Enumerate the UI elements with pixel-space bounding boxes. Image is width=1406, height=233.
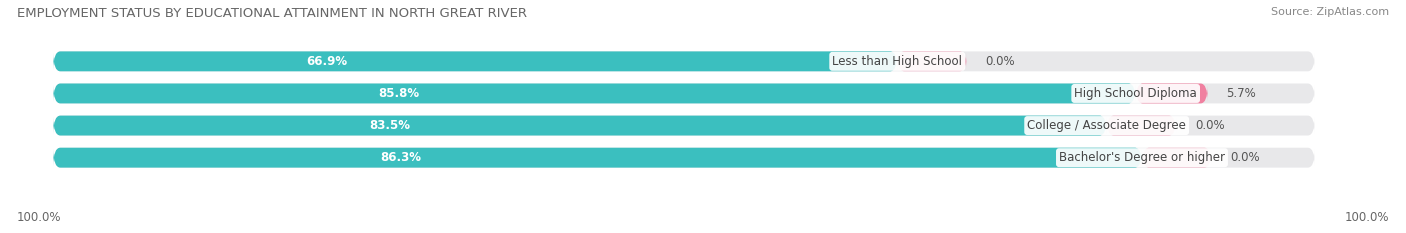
Text: 100.0%: 100.0% bbox=[17, 211, 62, 224]
Text: 66.9%: 66.9% bbox=[307, 55, 347, 68]
Text: High School Diploma: High School Diploma bbox=[1074, 87, 1197, 100]
Text: EMPLOYMENT STATUS BY EDUCATIONAL ATTAINMENT IN NORTH GREAT RIVER: EMPLOYMENT STATUS BY EDUCATIONAL ATTAINM… bbox=[17, 7, 527, 20]
FancyBboxPatch shape bbox=[1142, 148, 1212, 168]
FancyBboxPatch shape bbox=[53, 51, 897, 71]
Text: 0.0%: 0.0% bbox=[1195, 119, 1225, 132]
FancyBboxPatch shape bbox=[1136, 83, 1208, 103]
FancyBboxPatch shape bbox=[53, 116, 1315, 136]
FancyBboxPatch shape bbox=[897, 51, 967, 71]
Text: Bachelor's Degree or higher: Bachelor's Degree or higher bbox=[1059, 151, 1225, 164]
Text: 100.0%: 100.0% bbox=[1344, 211, 1389, 224]
Text: Less than High School: Less than High School bbox=[832, 55, 962, 68]
FancyBboxPatch shape bbox=[53, 116, 1107, 136]
Text: 5.7%: 5.7% bbox=[1226, 87, 1256, 100]
Legend: In Labor Force, Unemployed: In Labor Force, Unemployed bbox=[591, 229, 815, 233]
Text: 0.0%: 0.0% bbox=[1230, 151, 1260, 164]
Text: 86.3%: 86.3% bbox=[380, 151, 420, 164]
Text: Source: ZipAtlas.com: Source: ZipAtlas.com bbox=[1271, 7, 1389, 17]
FancyBboxPatch shape bbox=[1107, 116, 1175, 136]
FancyBboxPatch shape bbox=[53, 148, 1142, 168]
FancyBboxPatch shape bbox=[53, 83, 1315, 103]
FancyBboxPatch shape bbox=[53, 51, 1315, 71]
Text: College / Associate Degree: College / Associate Degree bbox=[1028, 119, 1187, 132]
FancyBboxPatch shape bbox=[53, 148, 1315, 168]
FancyBboxPatch shape bbox=[53, 83, 1136, 103]
Text: 83.5%: 83.5% bbox=[370, 119, 411, 132]
Text: 85.8%: 85.8% bbox=[378, 87, 419, 100]
Text: 0.0%: 0.0% bbox=[986, 55, 1015, 68]
